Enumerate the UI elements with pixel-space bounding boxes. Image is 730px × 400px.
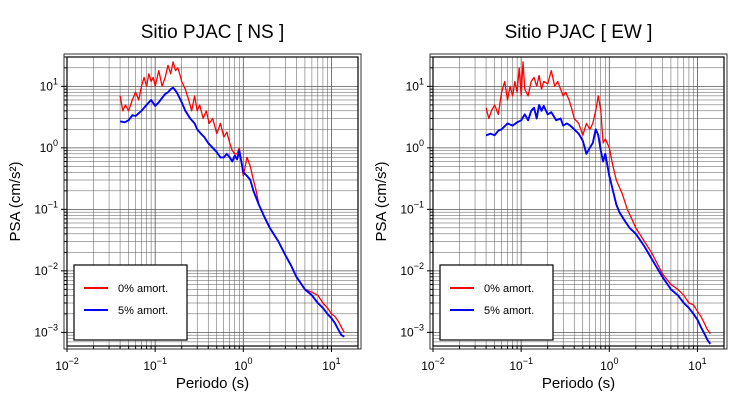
tick-exponent: −1 xyxy=(48,199,58,209)
tick-base: 10 xyxy=(40,79,54,93)
y-tick-label: 10−3 xyxy=(34,322,58,339)
legend-label: 0% amort. xyxy=(484,283,534,295)
tick-exponent: 1 xyxy=(419,76,424,86)
tick-base: 10 xyxy=(234,359,248,373)
series-line-amort-0 xyxy=(485,61,711,335)
tick-exponent: −3 xyxy=(414,322,424,332)
tick-exponent: 1 xyxy=(336,356,341,366)
plot-frame-outer xyxy=(63,53,362,350)
series-group xyxy=(485,61,712,345)
x-tick-label: 10−2 xyxy=(55,356,79,373)
tick-base: 10 xyxy=(40,141,54,155)
legend-box xyxy=(439,264,554,341)
plot-frame xyxy=(66,56,359,347)
tick-exponent: −2 xyxy=(435,356,445,366)
tick-exponent: 1 xyxy=(53,76,58,86)
tick-base: 10 xyxy=(600,359,614,373)
tick-base: 10 xyxy=(34,325,48,339)
tick-base: 10 xyxy=(509,359,523,373)
chart-title: Sitio PJAC [ EW ] xyxy=(505,22,653,43)
y-tick-label: 10−1 xyxy=(34,199,58,216)
y-tick-label: 10−3 xyxy=(400,322,424,339)
y-axis-label: PSA (cm/s²) xyxy=(7,161,24,241)
legend-label: 5% amort. xyxy=(484,305,534,317)
y-tick-label: 10−1 xyxy=(400,199,424,216)
x-tick-label: 100 xyxy=(600,356,618,373)
tick-base: 10 xyxy=(400,202,414,216)
grid xyxy=(66,56,359,347)
tick-exponent: 0 xyxy=(613,356,618,366)
y-tick-label: 10−2 xyxy=(34,261,58,278)
tick-base: 10 xyxy=(688,359,702,373)
tick-exponent: −1 xyxy=(523,356,533,366)
tick-base: 10 xyxy=(55,359,69,373)
tick-exponent: −1 xyxy=(414,199,424,209)
legend: 0% amort. 5% amort. xyxy=(73,264,188,341)
x-tick-label: 101 xyxy=(688,356,706,373)
tick-exponent: −2 xyxy=(414,261,424,271)
x-tick-label: 101 xyxy=(322,356,340,373)
tick-exponent: 0 xyxy=(247,356,252,366)
tick-base: 10 xyxy=(143,359,157,373)
x-tick-label: 10−1 xyxy=(143,356,167,373)
chart-title: Sitio PJAC [ NS ] xyxy=(141,22,285,43)
tick-base: 10 xyxy=(400,264,414,278)
tick-exponent: −2 xyxy=(48,261,58,271)
y-tick-label: 101 xyxy=(406,76,424,93)
tick-base: 10 xyxy=(421,359,435,373)
y-tick-label: 10−2 xyxy=(400,261,424,278)
tick-base: 10 xyxy=(34,202,48,216)
series-line-amort-5 xyxy=(119,86,345,338)
x-tick-label: 10−1 xyxy=(509,356,533,373)
tick-base: 10 xyxy=(400,325,414,339)
tick-exponent: 0 xyxy=(419,138,424,148)
tick-exponent: 1 xyxy=(702,356,707,366)
tick-exponent: −1 xyxy=(157,356,167,366)
tick-exponent: −2 xyxy=(69,356,79,366)
x-tick-label: 10−2 xyxy=(421,356,445,373)
y-tick-label: 101 xyxy=(40,76,58,93)
tick-exponent: −3 xyxy=(48,322,58,332)
legend-label: 0% amort. xyxy=(118,283,168,295)
legend: 0% amort. 5% amort. xyxy=(439,264,554,341)
y-tick-label: 100 xyxy=(40,138,58,155)
plot-frame xyxy=(432,56,725,347)
tick-base: 10 xyxy=(322,359,336,373)
tick-exponent: 0 xyxy=(53,138,58,148)
series-line-amort-5 xyxy=(485,103,712,345)
y-tick-label: 100 xyxy=(406,138,424,155)
tick-base: 10 xyxy=(406,141,420,155)
tick-base: 10 xyxy=(34,264,48,278)
series-group xyxy=(119,61,345,338)
y-axis-label: PSA (cm/s²) xyxy=(373,161,390,241)
x-axis-label: Periodo (s) xyxy=(542,375,615,392)
tick-base: 10 xyxy=(406,79,420,93)
x-axis-label: Periodo (s) xyxy=(176,375,249,392)
plot-frame-outer xyxy=(429,53,728,350)
legend-box xyxy=(73,264,188,341)
legend-label: 5% amort. xyxy=(118,305,168,317)
x-tick-label: 100 xyxy=(234,356,252,373)
